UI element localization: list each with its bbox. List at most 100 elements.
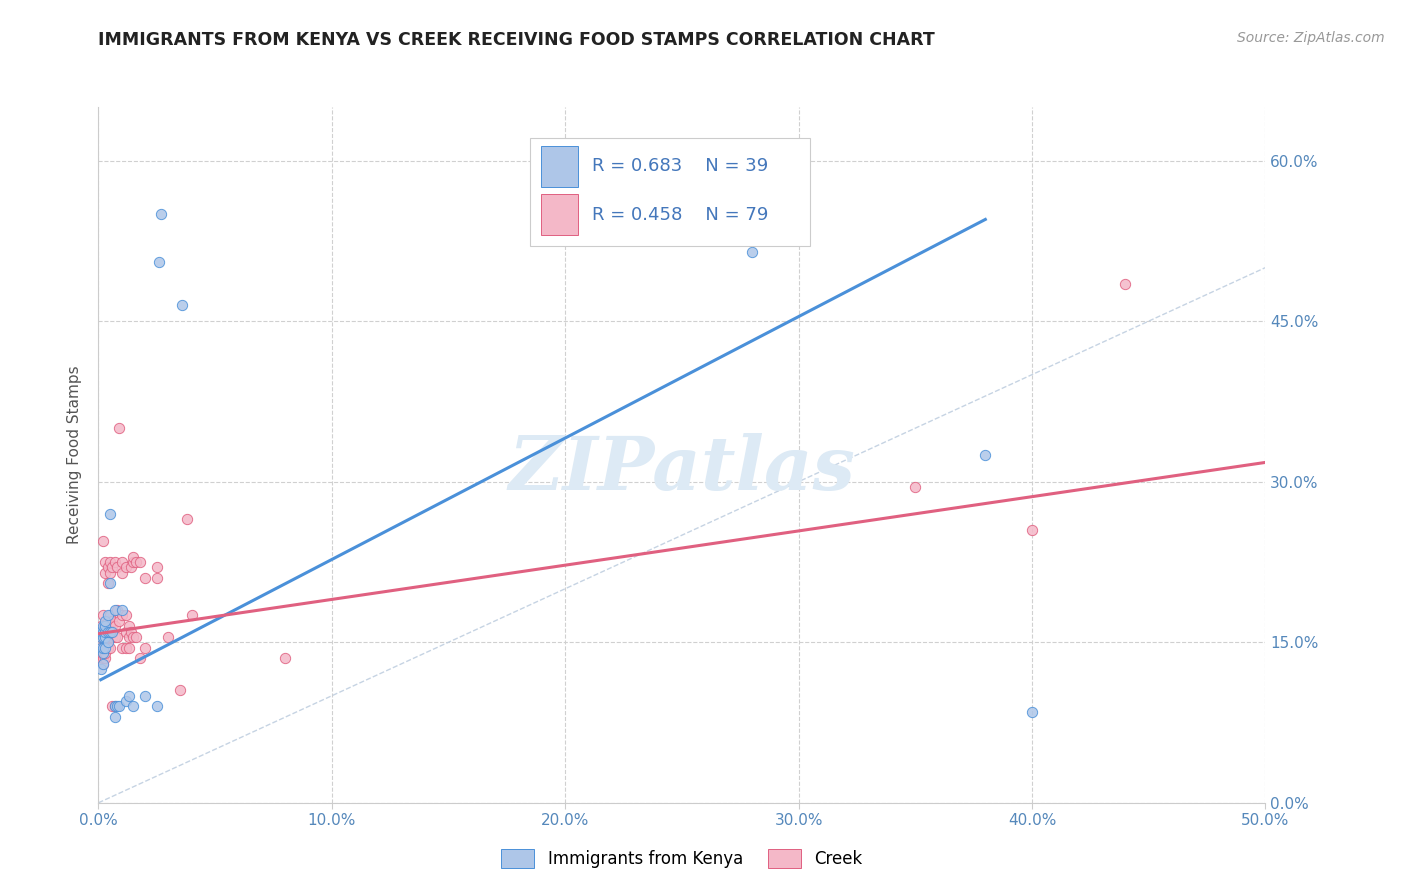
Point — [129, 555, 152, 569]
Point — [94, 640, 117, 655]
Point — [91, 630, 114, 644]
Point — [104, 710, 127, 724]
Point — [157, 630, 180, 644]
Point — [125, 630, 148, 644]
Point — [91, 646, 114, 660]
Point — [94, 624, 117, 639]
Point — [120, 624, 142, 639]
Point — [97, 635, 120, 649]
Point — [169, 683, 191, 698]
Point — [101, 560, 124, 574]
Point — [90, 646, 112, 660]
Point — [104, 603, 127, 617]
Point — [741, 244, 763, 259]
Point — [90, 651, 112, 665]
Point — [104, 619, 127, 633]
Point — [94, 624, 117, 639]
Point — [91, 646, 114, 660]
Text: Source: ZipAtlas.com: Source: ZipAtlas.com — [1237, 31, 1385, 45]
Point — [98, 608, 121, 623]
Point — [104, 630, 127, 644]
Point — [90, 630, 112, 644]
Point — [101, 699, 124, 714]
Point — [94, 619, 117, 633]
Point — [97, 576, 120, 591]
Point — [122, 630, 145, 644]
Text: IMMIGRANTS FROM KENYA VS CREEK RECEIVING FOOD STAMPS CORRELATION CHART: IMMIGRANTS FROM KENYA VS CREEK RECEIVING… — [98, 31, 935, 49]
Point — [111, 555, 134, 569]
Text: ZIPatlas: ZIPatlas — [509, 433, 855, 505]
Point — [98, 566, 121, 580]
Point — [98, 630, 121, 644]
Point — [91, 657, 114, 671]
Point — [91, 657, 114, 671]
Point — [94, 646, 117, 660]
Point — [111, 640, 134, 655]
Point — [91, 608, 114, 623]
Point — [97, 560, 120, 574]
Text: R = 0.458    N = 79: R = 0.458 N = 79 — [592, 206, 768, 224]
Point — [129, 651, 152, 665]
Point — [90, 640, 112, 655]
Point — [146, 571, 169, 585]
Legend: Immigrants from Kenya, Creek: Immigrants from Kenya, Creek — [495, 842, 869, 874]
Point — [94, 630, 117, 644]
Point — [1114, 277, 1136, 291]
Point — [150, 207, 173, 221]
Point — [104, 555, 127, 569]
Point — [274, 651, 297, 665]
Point — [125, 555, 148, 569]
Point — [115, 640, 138, 655]
Point — [101, 614, 124, 628]
Point — [115, 694, 138, 708]
Point — [97, 619, 120, 633]
Point — [101, 624, 124, 639]
Point — [104, 699, 127, 714]
Point — [118, 619, 141, 633]
Point — [108, 614, 131, 628]
Point — [90, 640, 112, 655]
Point — [98, 555, 121, 569]
Point — [94, 630, 117, 644]
Point — [90, 624, 112, 639]
Point — [148, 255, 170, 269]
Point — [105, 560, 128, 574]
Point — [98, 624, 121, 639]
Point — [974, 448, 997, 462]
Point — [101, 619, 124, 633]
Point — [94, 566, 117, 580]
Point — [98, 640, 121, 655]
Point — [111, 608, 134, 623]
Point — [97, 640, 120, 655]
Point — [94, 651, 117, 665]
Point — [108, 699, 131, 714]
Point — [97, 630, 120, 644]
Point — [120, 560, 142, 574]
Point — [108, 421, 131, 435]
Point — [904, 480, 927, 494]
Point — [104, 699, 127, 714]
Point — [172, 298, 194, 312]
Point — [91, 619, 114, 633]
Point — [118, 640, 141, 655]
Point — [115, 560, 138, 574]
Y-axis label: Receiving Food Stamps: Receiving Food Stamps — [67, 366, 83, 544]
Point — [91, 533, 114, 548]
Point — [97, 614, 120, 628]
Point — [91, 624, 114, 639]
Point — [115, 608, 138, 623]
Point — [118, 630, 141, 644]
Point — [134, 640, 156, 655]
Point — [176, 512, 198, 526]
Point — [1021, 523, 1043, 537]
Point — [94, 614, 117, 628]
Point — [111, 566, 134, 580]
Point — [101, 630, 124, 644]
Point — [94, 619, 117, 633]
Point — [91, 651, 114, 665]
Point — [90, 630, 112, 644]
Point — [91, 624, 114, 639]
Point — [91, 640, 114, 655]
Point — [90, 624, 112, 639]
Point — [118, 689, 141, 703]
